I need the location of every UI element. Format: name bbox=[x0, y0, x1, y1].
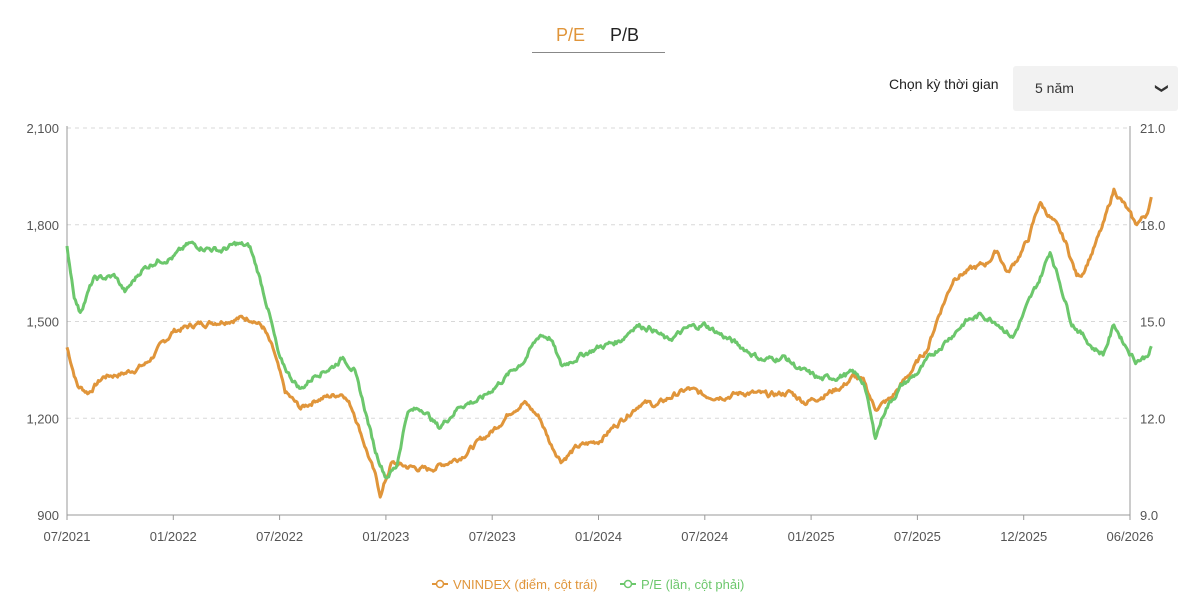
y-right-tick-label: 21.0 bbox=[1140, 121, 1165, 136]
x-tick-label: 12/2025 bbox=[1000, 529, 1047, 544]
y-left-tick-label: 1,200 bbox=[26, 411, 59, 426]
pe-series-line bbox=[65, 240, 1153, 480]
y-left-tick-label: 2,100 bbox=[26, 121, 59, 136]
x-tick-label: 01/2022 bbox=[150, 529, 197, 544]
legend-pe-marker-icon bbox=[623, 579, 633, 589]
x-tick-label: 07/2024 bbox=[681, 529, 728, 544]
x-tick-label: 07/2022 bbox=[256, 529, 303, 544]
y-left-tick-label: 1,500 bbox=[26, 315, 59, 330]
x-tick-label: 07/2025 bbox=[894, 529, 941, 544]
x-tick-label: 07/2021 bbox=[44, 529, 91, 544]
legend-pe-label: P/E (lần, cột phải) bbox=[641, 577, 744, 592]
period-select[interactable]: 5 năm ❯ bbox=[1013, 66, 1178, 111]
x-tick-label: 01/2023 bbox=[362, 529, 409, 544]
x-tick-label: 01/2024 bbox=[575, 529, 622, 544]
legend-vnindex-marker-icon bbox=[435, 579, 445, 589]
period-label: Chọn kỳ thời gian bbox=[889, 76, 999, 92]
x-tick-label: 01/2025 bbox=[788, 529, 835, 544]
y-left-tick-label: 1,800 bbox=[26, 218, 59, 233]
legend-vnindex-label: VNINDEX (điểm, cột trái) bbox=[453, 577, 597, 592]
vnindex-series-line bbox=[65, 187, 1153, 499]
x-tick-label: 07/2023 bbox=[469, 529, 516, 544]
tab-pe[interactable]: P/E bbox=[556, 25, 586, 45]
y-right-tick-label: 12.0 bbox=[1140, 411, 1165, 426]
tab-pb[interactable]: P/B bbox=[610, 25, 640, 45]
y-left-tick-label: 900 bbox=[37, 508, 59, 523]
period-select-value: 5 năm bbox=[1035, 80, 1074, 96]
x-tick-label: 06/2026 bbox=[1107, 529, 1154, 544]
y-right-tick-label: 15.0 bbox=[1140, 315, 1165, 330]
y-right-tick-label: 9.0 bbox=[1140, 508, 1158, 523]
y-right-tick-label: 18.0 bbox=[1140, 218, 1165, 233]
metric-tabs: P/E P/B bbox=[532, 22, 665, 53]
